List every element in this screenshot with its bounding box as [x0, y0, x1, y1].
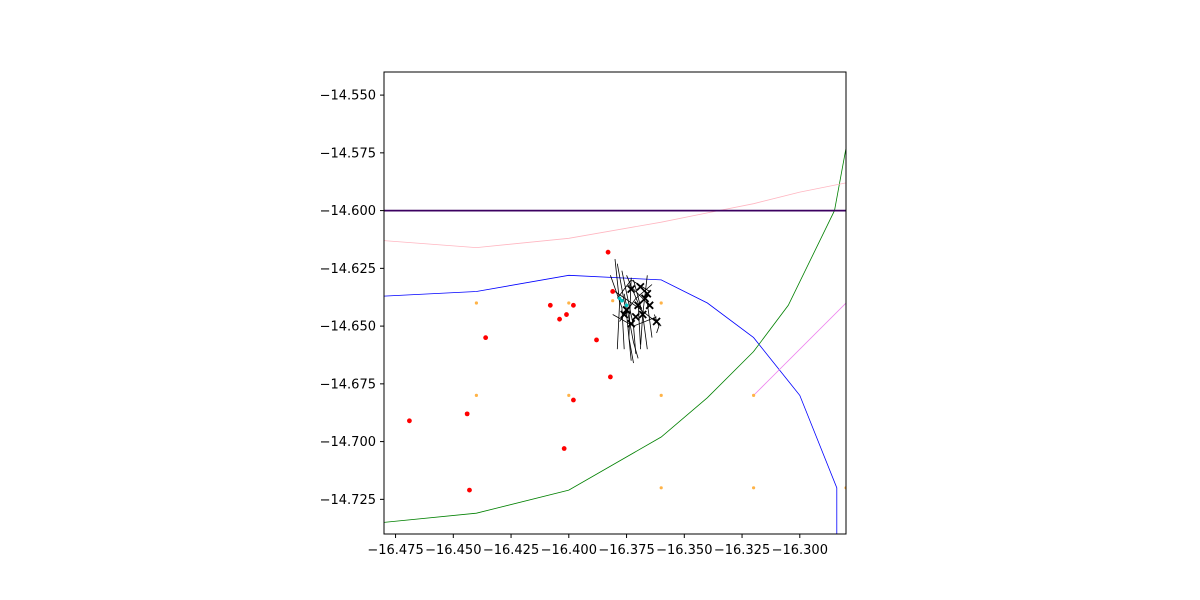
orange-point-3: [474, 393, 478, 397]
y-tick-label-3: −14.625: [320, 262, 376, 277]
x-marker-5: [645, 301, 654, 310]
x-tick-label-1: −16.450: [425, 543, 481, 558]
track-line-4: [628, 277, 634, 364]
plot-frame: [383, 71, 847, 535]
x-marker-3: [622, 305, 631, 315]
orange-point-4: [567, 393, 571, 397]
x-marker-11: [643, 289, 652, 298]
red-point-2: [547, 302, 553, 308]
x-marker-4: [631, 312, 640, 321]
y-tick-label-1: −14.575: [320, 146, 376, 161]
series-line-0: [384, 274, 838, 534]
series-line-2: [384, 182, 846, 249]
track-line-13: [616, 279, 650, 299]
track-line-3: [626, 275, 641, 345]
y-tick-label-0: −14.550: [320, 89, 376, 104]
red-point-9: [571, 397, 576, 403]
orange-point-0: [474, 301, 478, 305]
x-tick-label-2: −16.425: [483, 543, 539, 558]
x-tick-label-3: −16.400: [541, 543, 597, 558]
y-tick-label-6: −14.700: [320, 435, 376, 450]
x-marker-2: [640, 294, 650, 303]
red-point-7: [594, 337, 599, 343]
lines-layer: [384, 148, 846, 534]
x-tick-label-4: −16.375: [598, 543, 654, 558]
cyan-point-0: [620, 298, 624, 303]
red-point-11: [464, 411, 470, 417]
x-axis: −16.475 −16.450 −16.425 −16.400 −16.375 −16.3…: [367, 534, 828, 558]
series-line-1: [384, 148, 846, 523]
x-marker-10: [620, 310, 629, 319]
series-line-4: [753, 302, 846, 396]
y-tick-label-5: −14.675: [320, 377, 376, 392]
plot-area: [384, 148, 846, 534]
track-line-6: [614, 291, 662, 327]
x-marker-6: [652, 317, 661, 326]
y-tick-label-2: −14.600: [320, 204, 376, 219]
track-line-1: [616, 263, 632, 361]
cyan-point-2: [617, 296, 622, 301]
orange-point-2: [659, 301, 663, 305]
orange-point-6: [752, 393, 756, 397]
x-marker-0: [627, 285, 636, 294]
red-point-13: [467, 487, 472, 493]
red-point-6: [483, 335, 489, 341]
orange-point-5: [659, 393, 663, 397]
y-tick-label-7: −14.725: [320, 493, 376, 508]
red-point-12: [561, 446, 567, 451]
orange-point-7: [659, 486, 663, 490]
red-point-5: [564, 312, 569, 317]
tracks-layer: [610, 259, 662, 364]
orange-point-1: [567, 301, 571, 305]
orange-point-8: [752, 486, 756, 490]
red-point-1: [610, 289, 616, 294]
red-point-3: [571, 302, 576, 308]
red-point-10: [407, 418, 412, 424]
x-tick-label-7: −16.300: [772, 543, 828, 558]
x-tick-label-5: −16.350: [656, 543, 712, 558]
x-marker-9: [627, 319, 636, 328]
track-line-0: [614, 259, 621, 350]
x-tick-label-0: −16.475: [367, 543, 423, 558]
track-line-9: [610, 275, 625, 350]
points-layer: [407, 249, 846, 493]
red-point-4: [557, 316, 562, 322]
x-tick-label-6: −16.325: [714, 543, 770, 558]
track-line-14: [653, 314, 660, 334]
orange-point-10: [611, 299, 615, 303]
y-axis: −14.550 −14.575 −14.600 −14.625 −14.650 −14.6…: [320, 89, 384, 508]
x-marker-8: [638, 310, 647, 319]
x-marker-7: [633, 301, 643, 310]
y-tick-label-4: −14.650: [320, 320, 376, 335]
cyan-point-1: [624, 303, 629, 308]
x-marker-1: [636, 282, 645, 291]
red-point-0: [605, 249, 611, 255]
red-point-8: [607, 374, 613, 380]
